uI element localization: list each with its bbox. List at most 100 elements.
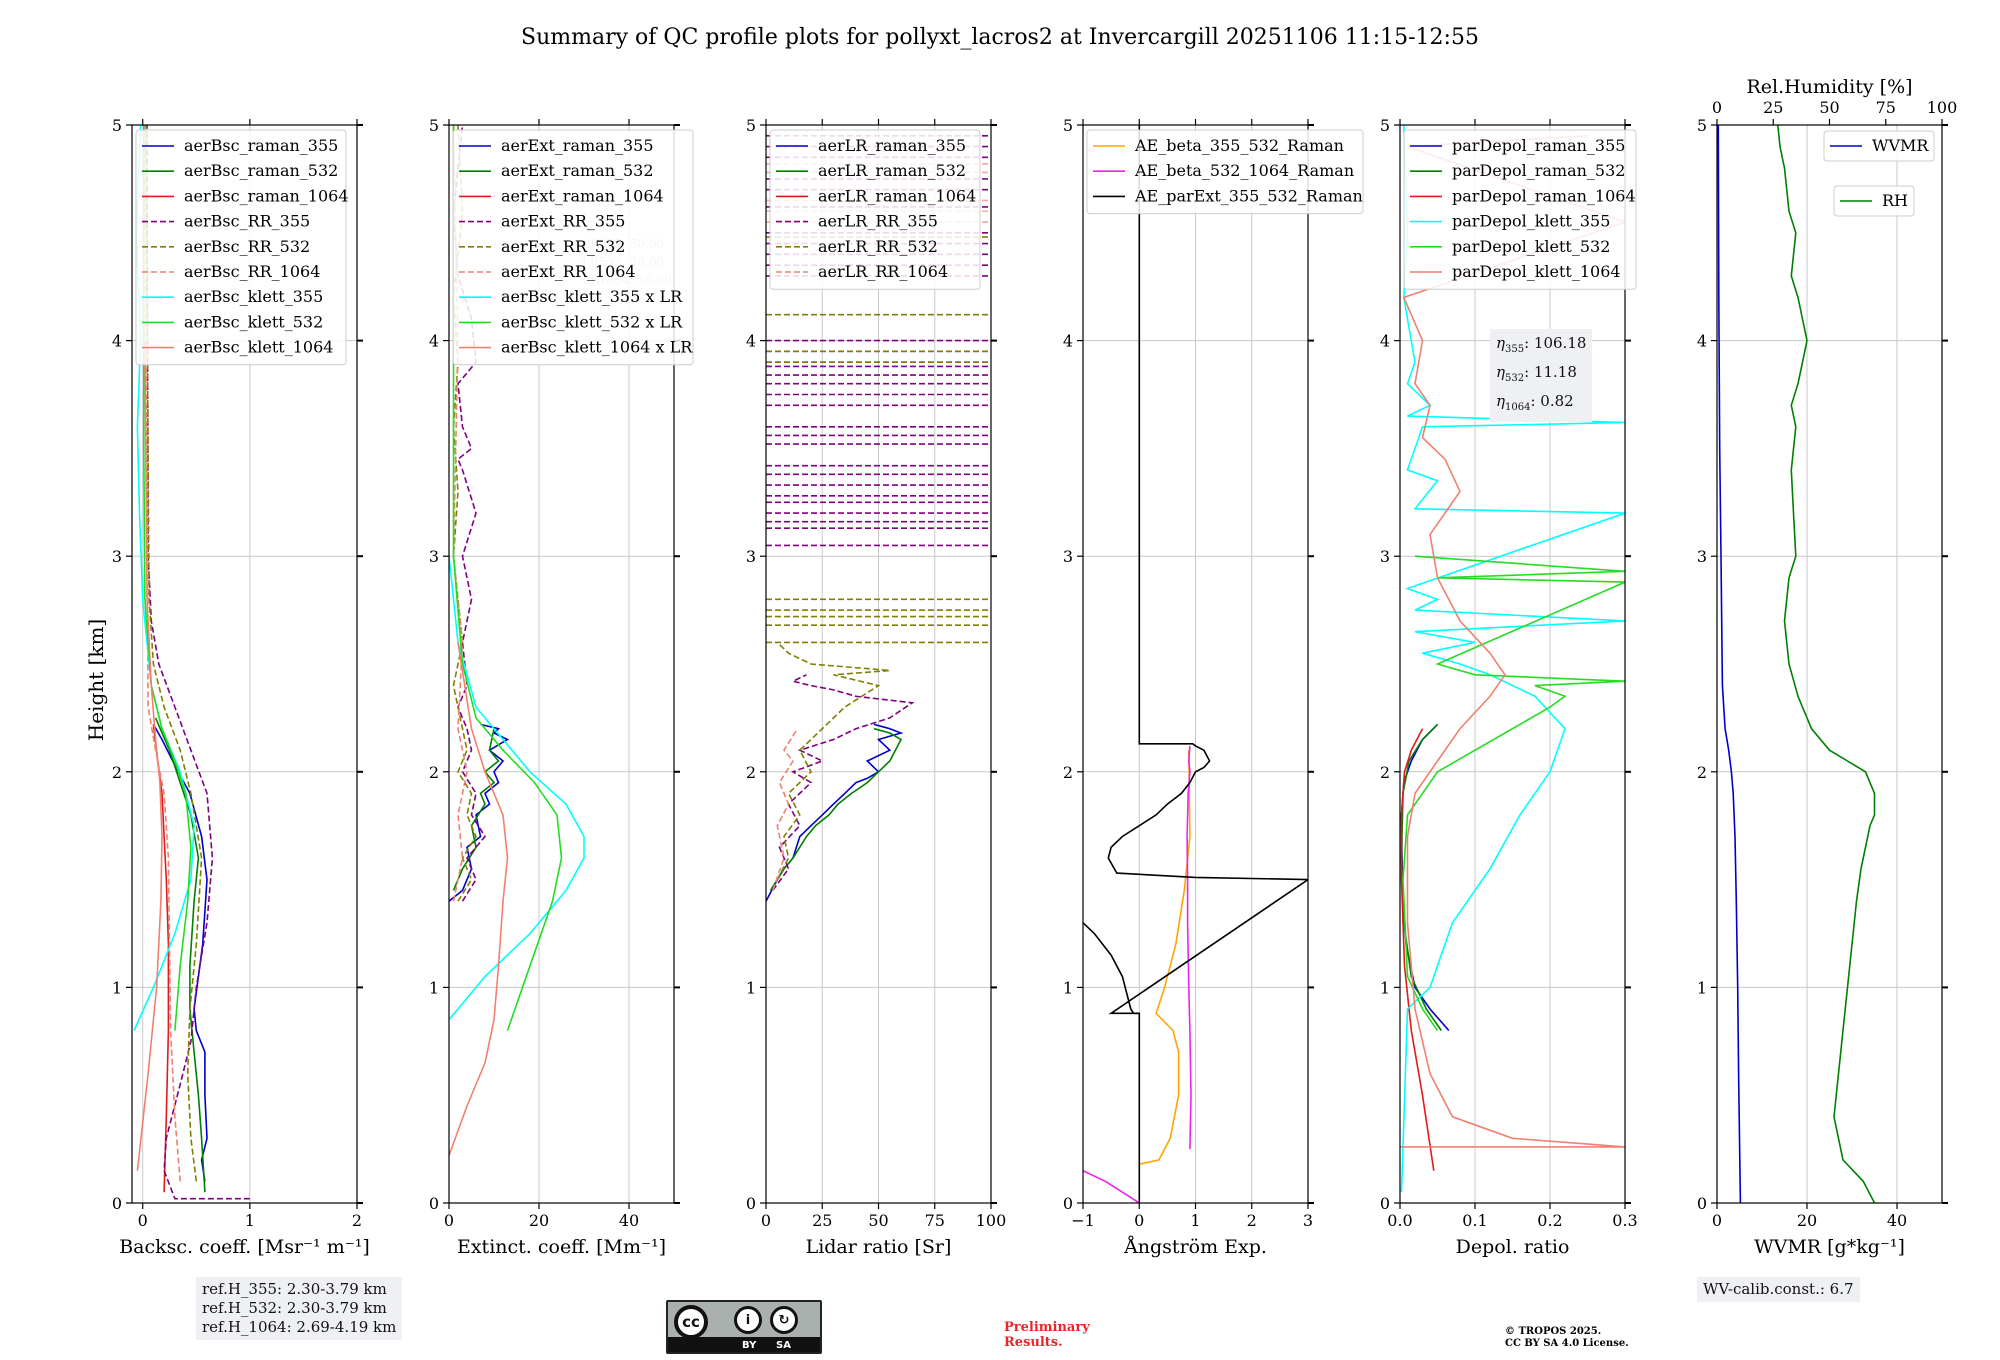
legend-label: parDepol_klett_355 xyxy=(1452,212,1610,231)
y-tick-label: 1 xyxy=(1380,978,1390,997)
cc-sa-label: SA xyxy=(776,1340,791,1351)
series-aerbsc-raman-532 xyxy=(154,717,206,1193)
axes-frame xyxy=(1399,124,1626,1204)
panel-1: 0 1 2 0 1 2 3 4 5 Backsc. coeff. [Msr⁻¹ m⁻¹] aerBs… xyxy=(112,116,370,1258)
legend: aerBsc_raman_355 aerBsc_raman_532 aerBsc_r… xyxy=(135,129,349,366)
eta-sub-1064: 1064 xyxy=(1505,402,1531,413)
x-tick-label: 1 xyxy=(1190,1211,1200,1230)
legend: aerLR_raman_355 aerLR_raman_532 aerLR_rama… xyxy=(769,129,981,290)
axes-frame xyxy=(1716,124,1943,1204)
eta-355: : 106.18 xyxy=(1524,334,1587,352)
series-aerbsc-klett-532 xyxy=(143,125,192,1031)
y-tick-label: 2 xyxy=(112,763,122,782)
ref-height-1064: ref.H_1064: 2.69-4.19 km xyxy=(202,1318,397,1336)
y-tick-label: 2 xyxy=(1063,763,1073,782)
y-tick-label: 0 xyxy=(429,1194,439,1213)
x-tick-label: 0.2 xyxy=(1537,1211,1562,1230)
series-aerbsc-klett-355-x-lr xyxy=(449,556,585,1021)
ref-height-355: ref.H_355: 2.30-3.79 km xyxy=(202,1280,387,1298)
y-tick-label: 5 xyxy=(1380,116,1390,135)
legend: AE_beta_355_532_Raman AE_beta_532_1064_Ra… xyxy=(1086,129,1364,215)
x-tick-label: 0 xyxy=(761,1211,771,1230)
legend-frame xyxy=(1833,185,1915,217)
eta-symbol: η xyxy=(1496,334,1505,352)
y-tick-label: 0 xyxy=(112,1194,122,1213)
series-ae-beta-532-1064-low xyxy=(1083,1169,1140,1203)
legend-label: aerLR_raman_1064 xyxy=(818,186,976,205)
legend-label: aerBsc_RR_355 xyxy=(184,212,310,231)
x-tick-label: 20 xyxy=(529,1211,549,1230)
legend-label: aerLR_raman_532 xyxy=(818,161,966,180)
series-pardepol-raman-355 xyxy=(1400,723,1450,1032)
legend-frame xyxy=(1086,129,1364,215)
y-tick-label: 5 xyxy=(112,116,122,135)
series-ae-parext-355-532-raman xyxy=(1083,125,1308,1015)
legend-box-wvmr: WVMR xyxy=(1823,130,1935,162)
panel-5: 0.0 0.1 0.2 0.3 0 1 2 3 4 5 Depol. ratio parDepol_r… xyxy=(1380,116,1638,1258)
x2-tick-label: 75 xyxy=(1876,98,1896,117)
y-tick-label: 3 xyxy=(1697,547,1707,566)
y-tick-label: 0 xyxy=(1380,1194,1390,1213)
legend-label: aerLR_RR_532 xyxy=(818,237,938,256)
legend-frame xyxy=(452,129,694,366)
y-tick-label: 1 xyxy=(1697,978,1707,997)
legend-label: parDepol_raman_355 xyxy=(1452,136,1625,155)
sa-share-icon: ↻ xyxy=(770,1306,798,1334)
eta-sub-355: 355 xyxy=(1505,344,1525,355)
x-tick-label: 0 xyxy=(1134,1211,1144,1230)
x-tick-label: 25 xyxy=(812,1211,832,1230)
axes-frame xyxy=(131,124,358,1204)
legend-frame xyxy=(769,129,981,290)
series-ae-beta-355-532-raman xyxy=(1139,750,1191,1165)
x-tick-label: 75 xyxy=(925,1211,945,1230)
legend-label: aerExt_RR_1064 xyxy=(501,262,636,281)
eta-1064: : 0.82 xyxy=(1530,392,1574,410)
y-tick-label: 5 xyxy=(429,116,439,135)
legend-label: aerLR_RR_355 xyxy=(818,212,938,231)
x-tick-label: 1 xyxy=(245,1211,255,1230)
axes-frame xyxy=(448,124,675,1204)
legend-box-rh: RH xyxy=(1833,185,1915,217)
legend-label: WVMR xyxy=(1872,136,1929,155)
y-tick-label: 3 xyxy=(429,547,439,566)
wv-calib-badge: WV-calib.const.: 6.7 xyxy=(1697,1277,1860,1302)
y-tick-label: 4 xyxy=(112,332,122,351)
y-axis-label: Height [km] xyxy=(84,619,108,741)
cc-by-label: BY xyxy=(742,1340,757,1351)
x-tick-label: 2 xyxy=(352,1211,362,1230)
y-tick-label: 4 xyxy=(1063,332,1073,351)
eta-badge: η355: 106.18 η532: 11.18 η1064: 0.82 xyxy=(1490,329,1593,422)
legend-label: aerBsc_RR_532 xyxy=(184,237,310,256)
legend-label: aerExt_raman_355 xyxy=(501,136,654,155)
ref-height-532: ref.H_532: 2.30-3.79 km xyxy=(202,1299,387,1317)
series-pardepol-raman-1064 xyxy=(1400,728,1435,1171)
y-tick-label: 2 xyxy=(429,763,439,782)
cc-license-bar xyxy=(668,1337,820,1352)
y-tick-label: 2 xyxy=(1697,763,1707,782)
y-tick-label: 1 xyxy=(1063,978,1073,997)
copyright-notice: © TROPOS 2025. CC BY SA 4.0 License. xyxy=(1505,1326,1629,1349)
y-tick-label: 5 xyxy=(746,116,756,135)
eta-532: : 11.18 xyxy=(1524,363,1577,381)
legend-label: aerBsc_RR_1064 xyxy=(184,262,320,281)
series-pardepol-klett-1064 xyxy=(1400,135,1625,1148)
series-aerbsc-rr-532 xyxy=(145,125,203,1182)
y-tick-label: 2 xyxy=(746,763,756,782)
x-axis-label: Extinct. coeff. [Mm⁻¹] xyxy=(457,1236,666,1258)
x-tick-label: 2 xyxy=(1247,1211,1257,1230)
x2-axis-label: Rel.Humidity [%] xyxy=(1746,76,1912,98)
y-tick-label: 5 xyxy=(1063,116,1073,135)
legend-label: AE_beta_532_1064_Raman xyxy=(1134,161,1354,180)
y-tick-label: 3 xyxy=(746,547,756,566)
x-tick-label: 0.3 xyxy=(1612,1211,1637,1230)
series-aerlr-rr-532 xyxy=(776,641,890,880)
legend-label: aerBsc_raman_355 xyxy=(184,136,338,155)
legend: aerExt_raman_355 aerExt_raman_532 aerExt_r… xyxy=(452,129,694,366)
series-wvmr xyxy=(1717,125,1742,1203)
y-tick-label: 0 xyxy=(1697,1194,1707,1213)
preliminary-results-label: Preliminary Results. xyxy=(1004,1320,1090,1350)
series-aerlr-rr-1064 xyxy=(772,728,799,891)
legend-frame xyxy=(135,129,347,366)
